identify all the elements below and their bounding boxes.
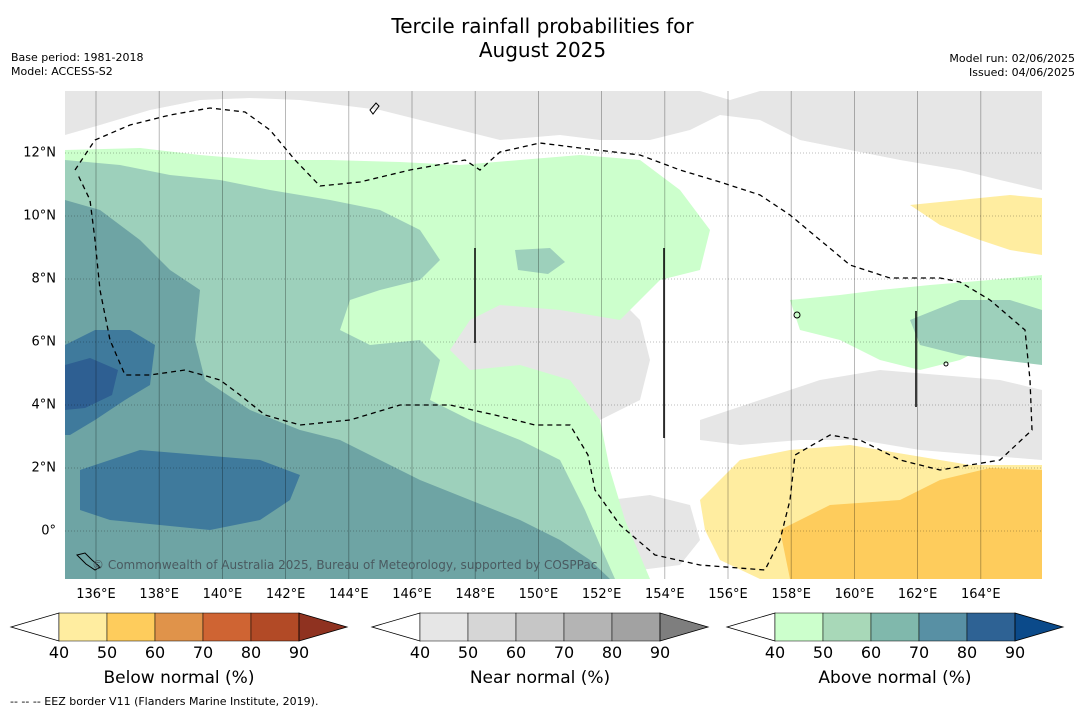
longitude-label: 150°E: [518, 587, 559, 602]
longitude-label: 164°E: [961, 587, 1001, 602]
title-line-1: Tercile rainfall probabilities for: [391, 14, 694, 38]
colorbar-extend-high: [1014, 612, 1065, 642]
colorbar-title: Near normal (%): [469, 668, 611, 688]
longitude-label: 140°E: [202, 587, 243, 602]
longitude-label: 136°E: [76, 587, 116, 602]
colorbar-tick-label: 40: [764, 643, 786, 662]
colorbar-extend-low: [370, 612, 421, 642]
colorbar-tick-label: 60: [860, 643, 882, 662]
meta-left: Base period: 1981-2018 Model: ACCESS-S2: [11, 51, 143, 79]
colorbar-segment: [515, 612, 565, 642]
below-normal-40-region-north: [910, 195, 1042, 255]
below-normal-50-region: [780, 468, 1042, 579]
colorbar-tick-label: 80: [956, 643, 978, 662]
colorbar-segment: [202, 612, 252, 642]
colorbar-segment: [154, 612, 204, 642]
colorbar-title: Below normal (%): [103, 668, 255, 688]
near-normal-region-north: [65, 91, 1042, 190]
eez-footnote: -- -- -- EEZ border V11 (Flanders Marine…: [10, 695, 319, 708]
colorbar-tick-label: 40: [48, 643, 70, 662]
latitude-label: 0°: [41, 523, 56, 539]
meta-right: Model run: 02/06/2025 Issued: 04/06/2025: [949, 52, 1075, 80]
map-fields: [65, 91, 1042, 579]
colorbar-tick-label: 60: [144, 643, 166, 662]
longitude-label: 144°E: [329, 587, 369, 602]
colorbar-segment: [563, 612, 613, 642]
colorbar-segment: [774, 612, 824, 642]
colorbar-extend-low: [9, 612, 60, 642]
eez-border-west: [74, 107, 1033, 571]
colorbar-title: Above normal (%): [818, 668, 972, 688]
colorbar-tick-label: 70: [908, 643, 930, 662]
longitude-label: 154°E: [645, 587, 685, 602]
colorbar-tick-label: 50: [96, 643, 118, 662]
longitude-label: 142°E: [265, 587, 306, 602]
longitude-label: 146°E: [392, 587, 432, 602]
map-title: Tercile rainfall probabilities for Augus…: [0, 14, 1085, 62]
base-period: Base period: 1981-2018: [11, 51, 144, 64]
longitude-label: 138°E: [139, 587, 179, 602]
colorbar-segment: [58, 612, 108, 642]
latitude-label: 2°N: [31, 460, 57, 476]
colorbar-tick-label: 90: [288, 643, 310, 662]
colorbar-tick-label: 40: [409, 643, 431, 662]
colorbar-segment: [822, 612, 872, 642]
longitude-label: 152°E: [581, 587, 622, 602]
colorbar-segment: [611, 612, 661, 642]
colorbar-segment: [467, 612, 517, 642]
island-small-1: [793, 311, 801, 319]
colorbar-extend-high: [659, 612, 710, 642]
colorbar-tick-label: 60: [505, 643, 527, 662]
longitude-label: 156°E: [708, 587, 748, 602]
latitude-label: 4°N: [31, 397, 57, 413]
island-guam: [369, 102, 380, 115]
model-name: Model: ACCESS-S2: [11, 65, 113, 78]
colorbar-extend-low: [725, 612, 776, 642]
above-normal-50-blob: [515, 248, 565, 274]
colorbar-tick-label: 50: [812, 643, 834, 662]
colorbar-segment: [106, 612, 156, 642]
near-normal-region-east: [700, 370, 1042, 460]
latitude-label: 10°N: [23, 208, 56, 224]
colorbar-segment: [966, 612, 1016, 642]
above-normal-70-region-south: [80, 450, 300, 530]
colorbar-tick-label: 70: [553, 643, 575, 662]
title-line-2: August 2025: [478, 38, 607, 62]
latitude-label: 6°N: [31, 334, 57, 350]
longitude-label: 148°E: [455, 587, 495, 602]
colorbars: [9, 612, 1065, 642]
island-png: [76, 552, 101, 571]
colorbar-segment: [918, 612, 968, 642]
latitude-label: 8°N: [31, 271, 57, 287]
model-run: Model run: 02/06/2025: [949, 52, 1075, 65]
colorbar-segment: [870, 612, 920, 642]
issued-date: Issued: 04/06/2025: [968, 66, 1075, 79]
copyright-notice: © Commonwealth of Australia 2025, Bureau…: [92, 558, 598, 572]
longitude-label: 158°E: [771, 587, 811, 602]
graticule: [65, 91, 1042, 579]
colorbar-tick-label: 80: [240, 643, 262, 662]
longitude-label: 160°E: [834, 587, 875, 602]
above-normal-80-region: [65, 358, 118, 410]
colorbar-segment: [419, 612, 469, 642]
colorbar-tick-label: 70: [192, 643, 214, 662]
latitude-label: 12°N: [23, 145, 56, 161]
longitude-label: 162°E: [897, 587, 938, 602]
colorbar-tick-label: 90: [649, 643, 671, 662]
colorbar-extend-high: [298, 612, 349, 642]
colorbar-tick-label: 80: [601, 643, 623, 662]
colorbar-segment: [250, 612, 300, 642]
colorbar-tick-label: 50: [457, 643, 479, 662]
island-small-2: [943, 361, 949, 367]
colorbar-tick-label: 90: [1004, 643, 1026, 662]
